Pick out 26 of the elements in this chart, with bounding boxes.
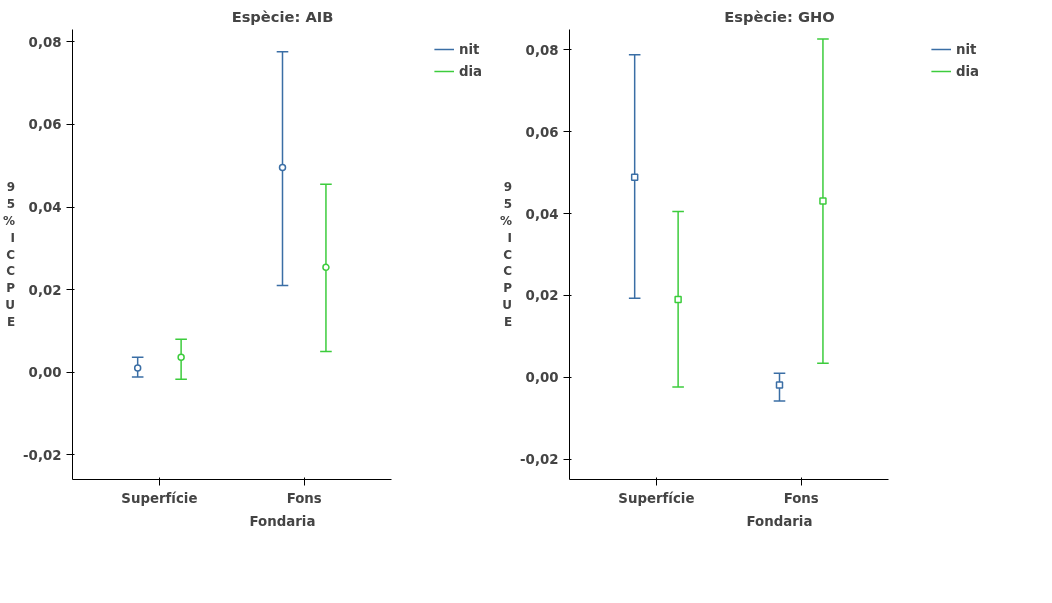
y-tick-label: 0,06 xyxy=(28,117,62,133)
text: 95% IC CPUE xyxy=(500,180,513,329)
x-tick-label: Fons xyxy=(286,490,322,506)
legend-label: nit xyxy=(955,41,977,57)
y-tick-label: 0,08 xyxy=(525,42,559,58)
y-tick-label: 0,08 xyxy=(28,34,62,50)
x-tick-label: Fons xyxy=(783,490,819,506)
y-tick-label: -0,02 xyxy=(520,452,559,468)
x-axis-title: Fondaria xyxy=(249,513,316,529)
y-tick-label: 0,04 xyxy=(525,206,559,222)
y-tick-label: 0,04 xyxy=(28,200,62,216)
legend-label: dia xyxy=(955,63,979,79)
y-tick-label: 0,02 xyxy=(525,288,559,304)
x-tick-label: Superfície xyxy=(121,490,198,506)
legend-label: nit xyxy=(458,41,480,57)
chart-title: Espècie: AIB xyxy=(231,7,334,25)
y-tick-label: 0,00 xyxy=(525,370,559,386)
y-tick-label: 0,00 xyxy=(28,365,62,381)
y-tick-label: -0,02 xyxy=(23,447,62,463)
y-tick-label: 0,02 xyxy=(28,282,62,298)
x-axis-title: Fondaria xyxy=(746,513,813,529)
legend-label: dia xyxy=(458,63,482,79)
text: 95% IC CPUE xyxy=(3,180,16,329)
y-tick-label: 0,06 xyxy=(525,124,559,140)
chart-title: Espècie: GHO xyxy=(724,7,835,25)
x-tick-label: Superfície xyxy=(618,490,695,506)
